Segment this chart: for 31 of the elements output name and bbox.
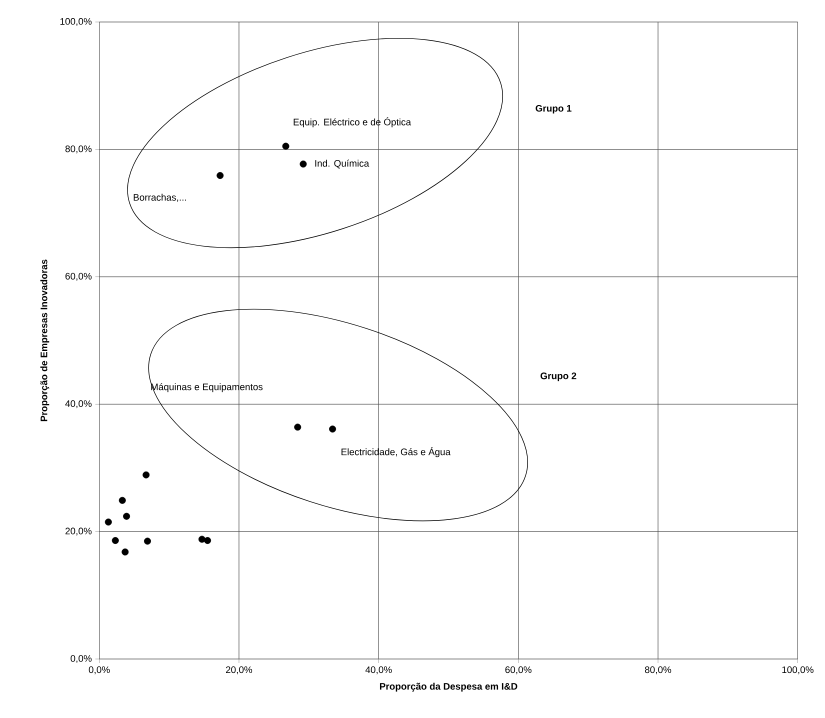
point <box>216 172 224 180</box>
annotation: Grupo 2 <box>540 372 576 382</box>
y-tick-label: 0,0% <box>70 655 92 663</box>
y-tick-label: 80,0% <box>65 145 92 154</box>
y-axis-title: Proporção de Empresas Inovadoras <box>40 260 50 422</box>
annotation: Borrachas,... <box>134 194 186 202</box>
point <box>104 518 112 526</box>
x-tick-label: 20,0% <box>226 666 252 674</box>
x-axis-title: Proporção da Despesa em I&D <box>380 682 518 692</box>
point <box>282 142 290 150</box>
x-tick-label: 80,0% <box>644 666 672 674</box>
x-tick-label: 60,0% <box>505 666 532 674</box>
x-tick-label: 0,0% <box>88 666 110 674</box>
point <box>300 160 307 168</box>
y-tick-label: 40,0% <box>65 400 92 408</box>
point <box>204 537 212 544</box>
point <box>142 471 150 478</box>
y-tick-label: 100,0% <box>60 18 92 26</box>
point <box>118 496 126 504</box>
point <box>329 426 336 433</box>
y-tick-label: 20,0% <box>65 528 92 536</box>
x-tick-label: 100,0% <box>782 666 814 674</box>
point <box>294 424 302 431</box>
point <box>122 548 129 556</box>
point <box>144 538 151 545</box>
point <box>112 537 119 544</box>
annotation: Ind. Química <box>315 160 370 168</box>
annotation: Grupo 1 <box>536 104 572 114</box>
x-tick-label: 40,0% <box>365 666 392 674</box>
point <box>123 512 130 520</box>
y-tick-label: 60,0% <box>65 272 92 281</box>
